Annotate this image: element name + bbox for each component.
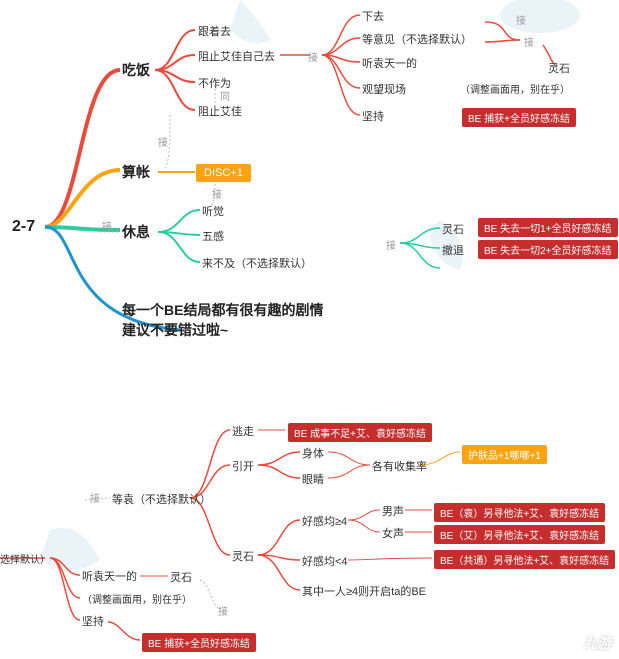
bl-adjust: （调整画面用，别在乎）: [82, 591, 192, 606]
conn-jie-1c: 接: [212, 186, 222, 201]
be-capture-all-2: BE 捕获+全员好感冻结: [142, 633, 256, 652]
bl-lingshi: 灵石: [170, 569, 192, 585]
conn-jie-1b: 接: [158, 134, 168, 149]
conn-jie-6: 接: [218, 603, 228, 618]
bl-insist: 坚持: [82, 613, 104, 629]
b-wait-yuan: 等袁（不选择默认）: [112, 491, 211, 507]
eat-follow: 跟着去: [198, 23, 231, 39]
conn-jie-3: 接: [524, 34, 534, 49]
rt-lingshi: 灵石: [548, 60, 570, 76]
rt-wait-opinion: 等意见（不选择默认）: [362, 31, 472, 47]
rt-insist: 坚持: [362, 108, 384, 124]
be-lose-2: BE 失去一切2+全员好感冻结: [478, 240, 618, 259]
mr-retreat: 撤退: [442, 242, 464, 258]
be-common-other: BE（共通）另寻他法+艾、袁好感冻结: [434, 550, 615, 569]
conn-jie-5: 接: [90, 490, 100, 505]
b-escape: 逃走: [232, 423, 254, 439]
b-divert: 引开: [232, 458, 254, 474]
conn-jie-4: 接: [386, 237, 396, 252]
tip-line2: 建议不要错过啦~: [122, 320, 228, 341]
main-rest: 休息: [122, 222, 150, 242]
b-one-ge4: 其中一人≥4则开启ta的BE: [302, 583, 426, 599]
b-body: 身体: [302, 445, 324, 461]
eat-stop-aijia: 阻止艾佳: [198, 103, 242, 119]
conn-jie-2: 接: [516, 12, 526, 27]
rest-toolate: 来不及（不选择默认）: [202, 255, 312, 271]
be-capture-all: BE 捕获+全员好感冻结: [462, 108, 576, 127]
conn-tong-1: 同: [220, 88, 230, 103]
rt-listen-yuan: 听袁天一的: [362, 55, 417, 71]
rt-watch: 观望现场: [362, 81, 406, 97]
bl-listen-yuan: 听袁天一的: [82, 568, 137, 584]
b-fav-ge4: 好感均≥4: [302, 513, 347, 529]
conn-jie-1: 接: [308, 49, 318, 64]
rt-go-down: 下去: [362, 8, 384, 24]
root-node: 2-7: [12, 218, 35, 236]
b-eyes: 眼睛: [302, 471, 324, 487]
mr-lingshi: 灵石: [442, 221, 464, 237]
main-bill: 算帐: [122, 162, 150, 182]
conn-jie-1d: 接: [102, 218, 112, 233]
b-lingshi: 灵石: [232, 548, 254, 564]
b-fav-lt4: 好感均<4: [302, 553, 348, 569]
watermark: 九游: [583, 633, 611, 653]
rest-senses: 五感: [202, 228, 224, 244]
rt-adjust: （调整画面用，别在乎）: [460, 81, 570, 96]
be-ai-other: BE（艾）另寻他法+艾、袁好感冻结: [434, 525, 605, 544]
b-female: 女声: [382, 525, 404, 541]
bl-select-default: 选择默认）: [0, 551, 50, 566]
be-success-low: BE 成事不足+艾、袁好感冻结: [288, 423, 432, 442]
badge-skincare: 护肤品+1哪哪+1: [462, 445, 547, 464]
tip-line1: 每一个BE结局都有很有趣的剧情: [122, 300, 323, 321]
disc-badge: DISC+1: [196, 164, 251, 182]
b-collect-rate: 各有收集率: [372, 458, 427, 474]
rest-hearing: 听觉: [202, 203, 224, 219]
b-male: 男声: [382, 503, 404, 519]
be-lose-1: BE 失去一切1+全员好感冻结: [478, 218, 618, 237]
be-yuan-other: BE（袁）另寻他法+艾、袁好感冻结: [434, 503, 605, 522]
eat-stop-aijia-self: 阻止艾佳自己去: [198, 48, 275, 64]
main-eat: 吃饭: [122, 60, 150, 80]
